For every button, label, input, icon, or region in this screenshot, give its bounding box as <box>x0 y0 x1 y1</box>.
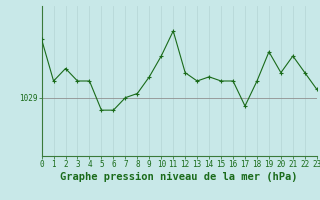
X-axis label: Graphe pression niveau de la mer (hPa): Graphe pression niveau de la mer (hPa) <box>60 172 298 182</box>
